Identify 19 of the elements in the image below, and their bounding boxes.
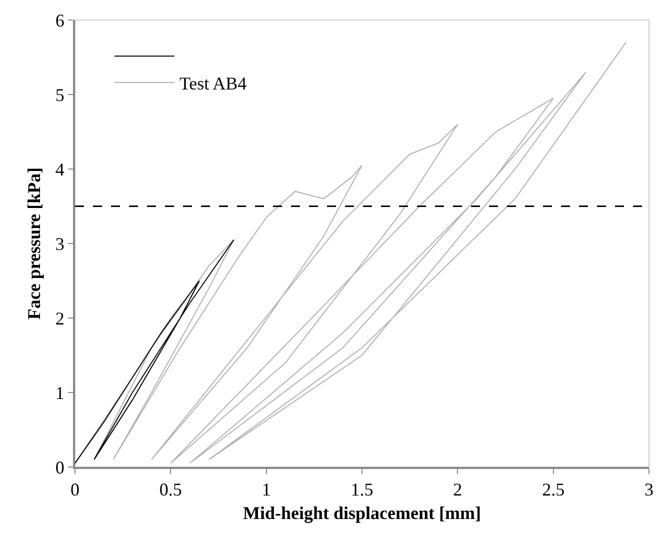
x-tick-label: 0 [70,480,80,500]
x-tick-label: 2.5 [542,480,565,500]
x-axis-title: Mid-height displacement [mm] [243,503,481,524]
y-tick-label: 3 [55,234,64,254]
y-tick-label: 1 [55,382,64,403]
legend-label: Test AB4 [179,74,247,94]
y-axis-title: Face pressure [kPa] [24,167,44,320]
x-tick-label: 1.5 [350,480,374,500]
y-tick-label: 4 [55,159,64,180]
x-tick-label: 1 [262,480,271,500]
x-tick-label: 2 [453,480,462,500]
x-tick-label: 0.5 [159,480,182,500]
x-tick-label: 3 [644,480,654,500]
line-series [75,42,627,464]
y-tick-label: 2 [55,308,64,328]
line-series [75,239,234,464]
y-tick-label: 5 [55,84,64,105]
y-tick-label: 6 [55,10,64,30]
y-tick-label: 0 [55,457,64,478]
